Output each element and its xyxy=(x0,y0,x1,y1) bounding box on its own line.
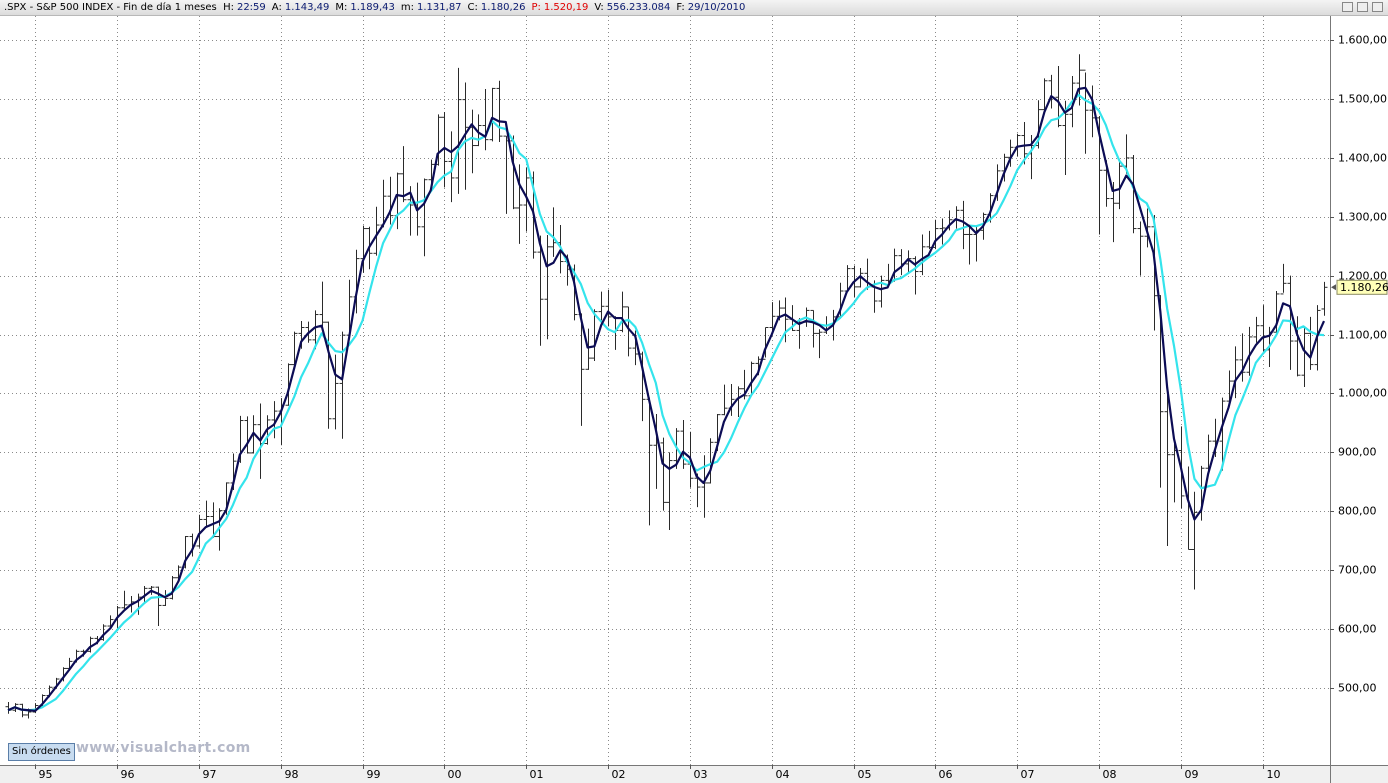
price-bars xyxy=(5,54,1328,719)
header-key: P: xyxy=(531,2,541,13)
x-tick-label: 06 xyxy=(939,768,953,781)
header-key: V: xyxy=(594,2,604,13)
header-key: F: xyxy=(676,2,685,13)
moving-average-line xyxy=(7,93,1325,712)
header-value: 1.520,19 xyxy=(543,2,589,13)
header-bar: .SPX - S&P 500 INDEX - Fin de día 1 mese… xyxy=(0,0,1388,16)
x-tick-label: 96 xyxy=(121,768,135,781)
x-tick-label: 05 xyxy=(858,768,872,781)
y-tick-label: 900,00 xyxy=(1338,446,1377,459)
moving-average-line xyxy=(7,86,1326,712)
x-tick-label: 97 xyxy=(203,768,217,781)
header-key: M: xyxy=(335,2,348,13)
header-key: H: xyxy=(223,2,234,13)
header-value: 556.233.084 xyxy=(606,2,671,13)
y-tick-label: 1.300,00 xyxy=(1338,211,1387,224)
header-value: 22:59 xyxy=(236,2,266,13)
price-marker-label: 1.180,26 xyxy=(1340,281,1388,294)
x-tick-label: 95 xyxy=(39,768,53,781)
y-tick-label: 1.500,00 xyxy=(1338,93,1387,106)
y-tick-label: 500,00 xyxy=(1338,682,1377,695)
x-axis-band xyxy=(0,765,1388,783)
x-tick-label: 09 xyxy=(1185,768,1199,781)
y-tick-label: 800,00 xyxy=(1338,505,1377,518)
y-tick-label: 1.000,00 xyxy=(1338,387,1387,400)
header-value: 1.189,43 xyxy=(350,2,395,13)
grid xyxy=(0,16,1330,765)
y-tick-label: 700,00 xyxy=(1338,564,1377,577)
x-tick-label: 04 xyxy=(776,768,790,781)
header-key: m: xyxy=(400,2,415,13)
close-button[interactable] xyxy=(1372,2,1383,12)
header-value: 29/10/2010 xyxy=(687,2,746,13)
y-tick-label: 600,00 xyxy=(1338,623,1377,636)
y-tick-label: 1.100,00 xyxy=(1338,329,1387,342)
y-tick-label: 1.200,00 xyxy=(1338,270,1387,283)
watermark: www.visualchart.com xyxy=(76,740,251,756)
y-tick-label: 1.400,00 xyxy=(1338,152,1387,165)
axes: 500,00 600,00 700,00 800,00 900,00 1.000,00 1.… xyxy=(35,34,1388,781)
maximize-button[interactable] xyxy=(1357,2,1368,12)
x-tick-label: 03 xyxy=(694,768,708,781)
price-marker-box xyxy=(1336,279,1388,295)
header-title: .SPX - S&P 500 INDEX - Fin de día 1 mese… xyxy=(4,2,217,13)
x-tick-label: 98 xyxy=(285,768,299,781)
moving-averages xyxy=(7,86,1326,712)
header-key: C: xyxy=(467,2,478,13)
price-marker-arrow xyxy=(1331,284,1336,291)
header-value: 1.180,26 xyxy=(480,2,526,13)
x-tick-label: 01 xyxy=(530,768,544,781)
y-tick-label: 1.600,00 xyxy=(1338,34,1387,47)
x-tick-label: 10 xyxy=(1267,768,1281,781)
x-tick-label: 99 xyxy=(367,768,381,781)
orders-button[interactable]: Sin órdenes xyxy=(8,743,75,761)
minimize-button[interactable] xyxy=(1342,2,1353,12)
x-tick-label: 00 xyxy=(448,768,462,781)
header-key: A: xyxy=(271,2,282,13)
header-items: H: 22:59 A: 1.143,49 M: 1.189,43 m: 1.131,87 C: 1… xyxy=(223,2,751,13)
header-value: 1.131,87 xyxy=(417,2,462,13)
x-tick-label: 02 xyxy=(612,768,626,781)
x-tick-label: 07 xyxy=(1021,768,1035,781)
x-tick-label: 08 xyxy=(1103,768,1117,781)
header-value: 1.143,49 xyxy=(284,2,330,13)
